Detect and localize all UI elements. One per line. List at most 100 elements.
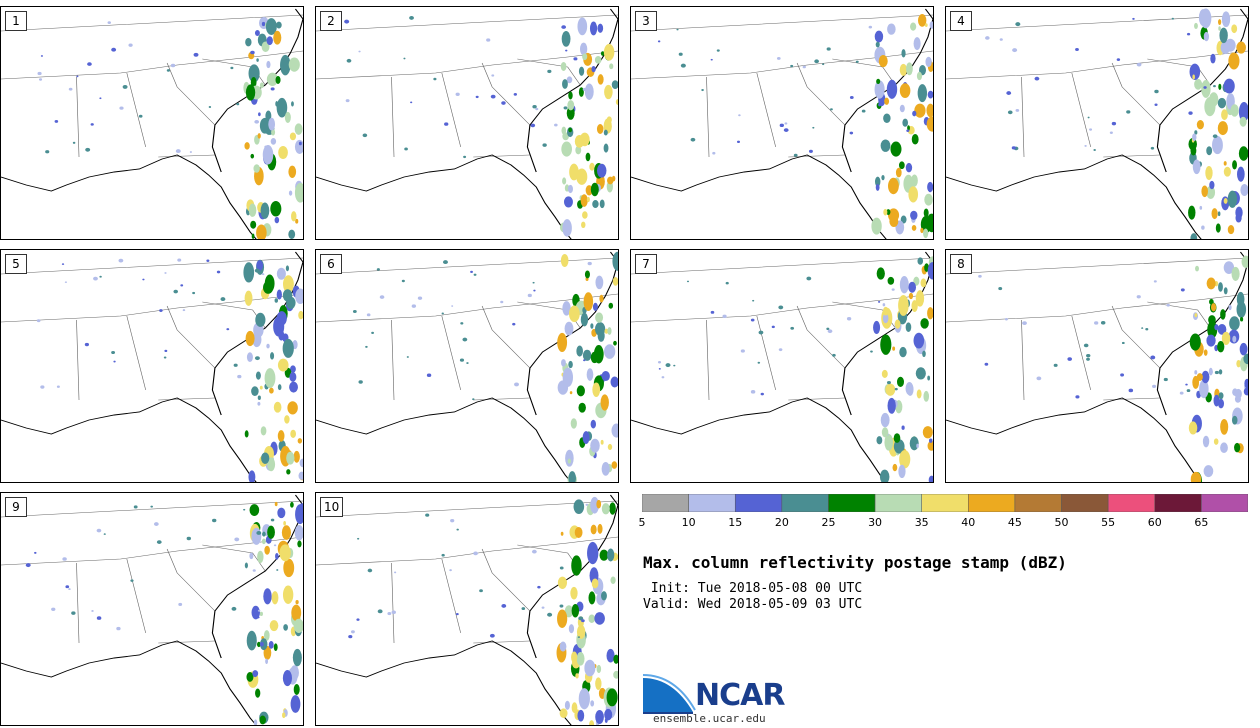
state-border — [158, 154, 215, 158]
echo-cell — [1220, 442, 1228, 453]
echo-cell — [178, 602, 183, 606]
echo-cell — [273, 643, 278, 651]
echo-cell — [282, 275, 294, 293]
echo-cell — [410, 101, 413, 104]
echo-cell — [597, 330, 605, 342]
state-border — [158, 640, 215, 644]
echo-cell — [899, 63, 908, 76]
echo-cell — [237, 374, 242, 379]
echo-cell — [278, 329, 285, 341]
echo-cell — [888, 177, 899, 195]
echo-cell — [290, 501, 294, 508]
echo-cell — [463, 155, 467, 159]
echo-cell — [808, 149, 813, 153]
echo-cell — [253, 164, 260, 173]
colorbar-tick-label: 50 — [1054, 516, 1069, 529]
state-border — [1111, 305, 1161, 369]
echo-cell — [790, 326, 795, 330]
echo-cell — [547, 69, 552, 74]
echo-cell — [591, 578, 599, 589]
echo-cell — [1132, 17, 1135, 20]
echo-cell — [597, 74, 604, 85]
echo-cell — [1223, 166, 1231, 177]
echo-cell — [875, 41, 880, 48]
echo-cell — [876, 267, 885, 280]
echo-cell — [1239, 342, 1248, 356]
echo-cell — [142, 278, 145, 281]
echo-cell — [900, 215, 907, 224]
echo-cell — [256, 531, 262, 535]
echo-cell — [1034, 76, 1040, 81]
echo-cell — [596, 499, 602, 509]
echo-cell — [290, 695, 301, 713]
echo-cell — [680, 63, 686, 68]
echo-cell — [661, 376, 665, 379]
echo-cell — [535, 107, 539, 111]
echo-cell — [771, 325, 775, 329]
echo-cell — [501, 101, 506, 105]
echo-cell — [881, 175, 885, 181]
echo-cell — [62, 557, 67, 561]
echo-cell — [1218, 282, 1223, 292]
echo-cell — [1202, 435, 1210, 448]
echo-cell — [531, 549, 537, 554]
echo-cell — [591, 66, 596, 73]
ensemble-member-panel: 7 — [630, 249, 934, 483]
state-border — [1147, 301, 1211, 329]
echo-cell — [256, 224, 267, 239]
state-border — [1, 14, 303, 32]
echo-cell — [898, 294, 909, 316]
echo-cell — [1223, 161, 1227, 166]
echo-cell — [455, 612, 459, 616]
member-number-badge: 7 — [635, 254, 657, 274]
echo-cell — [284, 415, 290, 424]
echo-cell — [1212, 136, 1223, 155]
echo-cell — [257, 133, 261, 139]
echo-cell — [1086, 353, 1091, 358]
echo-cell — [560, 531, 564, 536]
state-border — [706, 76, 710, 158]
echo-cell — [344, 19, 350, 24]
echo-cell — [884, 97, 890, 105]
echo-cell — [830, 108, 833, 111]
echo-cell — [1199, 379, 1209, 399]
echo-cell — [270, 352, 275, 360]
echo-cell — [1218, 26, 1221, 31]
echo-cell — [470, 270, 473, 273]
echo-cell — [1036, 376, 1042, 381]
echo-cell — [589, 21, 598, 36]
echo-cell — [258, 112, 261, 117]
state-border — [481, 548, 531, 612]
echo-cell — [590, 182, 599, 197]
echo-cell — [276, 289, 282, 300]
echo-cell — [876, 78, 881, 85]
echo-cell — [1154, 103, 1158, 106]
echo-cell — [206, 259, 210, 262]
echo-cell — [500, 300, 504, 304]
echo-cell — [1188, 111, 1193, 115]
echo-cell — [282, 712, 286, 719]
echo-cell — [177, 258, 182, 262]
echo-cell — [173, 289, 179, 294]
colorbar-tick-label: 55 — [1101, 516, 1116, 529]
echo-cell — [68, 87, 73, 91]
echo-cell — [561, 141, 572, 157]
echo-cell — [1238, 102, 1248, 122]
ensemble-member-panel: 2 — [315, 6, 619, 240]
echo-cell — [1243, 387, 1248, 396]
echo-cell — [923, 390, 930, 402]
echo-cell — [250, 220, 257, 229]
echo-cell — [877, 300, 881, 303]
echo-cell — [929, 438, 933, 443]
echo-cell — [541, 606, 545, 609]
echo-cell — [1011, 146, 1016, 150]
echo-cell — [186, 536, 192, 541]
echo-cell — [532, 281, 535, 284]
echo-cell — [91, 610, 94, 612]
echo-cell — [883, 113, 891, 123]
ensemble-member-panel: 6 — [315, 249, 619, 483]
echo-cell — [562, 177, 567, 185]
echo-cell — [882, 306, 889, 316]
ensemble-member-panel: 9 — [0, 492, 304, 726]
echo-cell — [273, 401, 282, 413]
